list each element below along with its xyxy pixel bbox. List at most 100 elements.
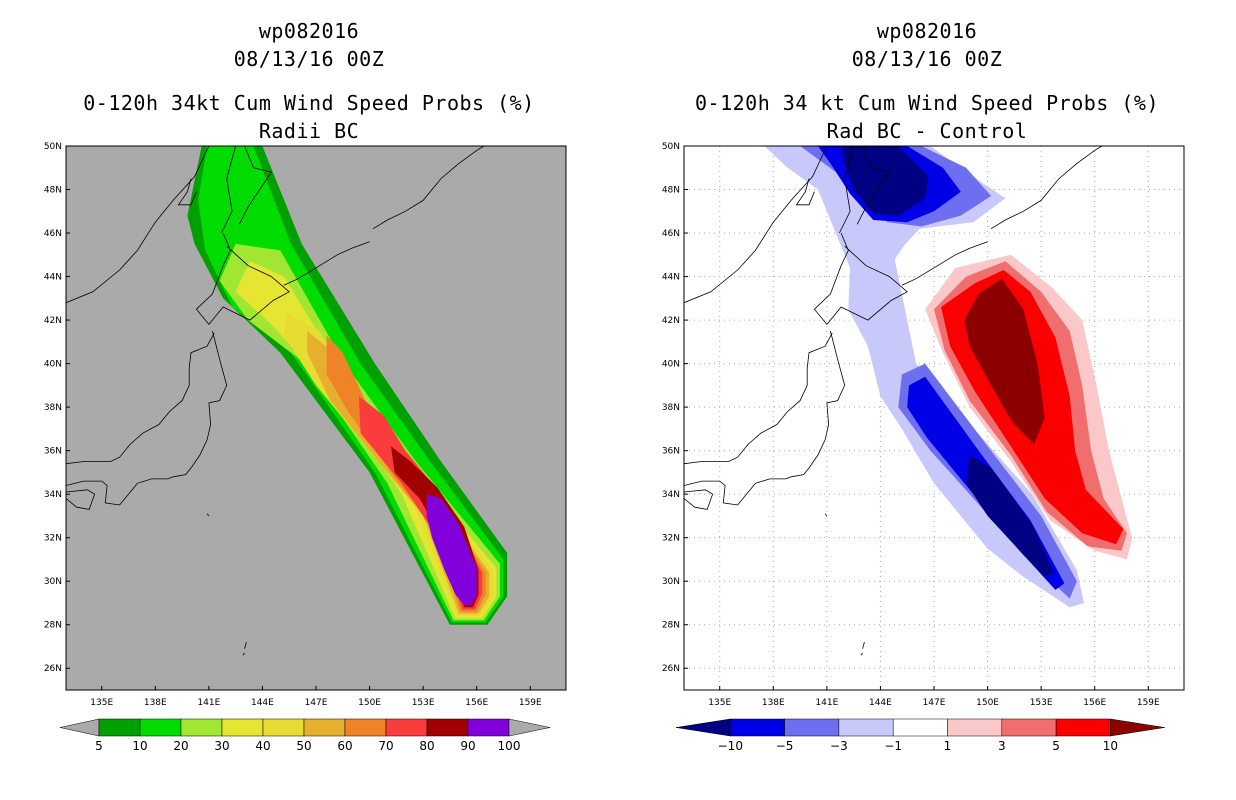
colorbar-swatch [892,718,948,737]
x-tick-label: 144E [869,698,892,708]
y-tick-label: 38N [44,403,62,413]
colorbar-label: −1 [884,739,902,753]
y-tick-label: 50N [662,142,680,152]
colorbar-label: 70 [378,739,393,753]
coastline [206,513,210,517]
x-tick-label: 141E [815,698,838,708]
colorbar-swatch [947,718,1003,737]
colorbar-swatch [1110,718,1165,737]
coastline [824,513,828,517]
x-tick-label: 159E [1137,698,1160,708]
colorbar-label: 10 [132,739,147,753]
colorbar-swatch [385,718,428,737]
coastline [244,641,247,649]
left-datetime: 08/13/16 00Z [233,47,385,71]
coastline [990,146,1103,230]
coastline [684,146,828,304]
coastline [283,241,370,286]
x-tick-label: 156E [1083,698,1106,708]
x-tick-label: 141E [197,698,220,708]
colorbar-swatch [221,718,264,737]
y-tick-label: 40N [662,360,680,370]
y-tick-label: 34N [662,490,680,500]
coastline [862,641,865,649]
coastline [684,330,846,506]
colorbar-swatch [838,718,894,737]
left-chart-subtitle: Radii BC [258,119,360,143]
contour-layer [684,146,1184,690]
y-tick-label: 46N [662,229,680,239]
colorbar-swatch [675,718,731,737]
colorbar-swatch [1055,718,1111,737]
colorbar-label: −10 [718,739,743,753]
right-chart-subtitle: Rad BC - Control [826,119,1028,143]
right-chart-title: 0-120h 34 kt Cum Wind Speed Probs (%) [694,91,1160,115]
colorbar-swatch [303,718,346,737]
y-tick-label: 36N [662,447,680,457]
colorbar-swatch [784,718,840,737]
contour-band-negative-10 [966,455,1054,577]
x-tick-label: 138E [762,698,785,708]
y-tick-label: 28N [662,621,680,631]
coastline [195,232,290,326]
colorbar-swatch [467,718,510,737]
y-tick-label: 40N [44,360,62,370]
coastline [238,146,273,225]
coastline [372,146,485,230]
colorbar-label: −5 [776,739,794,753]
colorbar-label: 100 [498,739,521,753]
colorbar-under-arrow [59,718,100,737]
coastlines [684,146,1103,656]
y-tick-label: 30N [44,577,62,587]
left-map: 135E 138E 141E 144E 147E 150E 153E 156E 159E 26N 2… [44,142,567,753]
colorbar-label: 60 [337,739,352,753]
colorbar-label: 80 [419,739,434,753]
y-tick-label: 42N [662,316,680,326]
colorbar: 5 10 20 30 40 50 60 70 80 90 100 [59,718,551,753]
x-tick-label: 159E [519,698,542,708]
x-tick-label: 156E [465,698,488,708]
right-map: 135E 138E 141E 144E 147E 150E 153E 156E 159E 26N 2… [662,142,1185,753]
contour-band-negative-10 [841,146,929,216]
contour-band-positive-10 [964,278,1045,445]
colorbar-label: 20 [173,739,188,753]
coastline [221,146,236,234]
colorbar-swatch [730,718,785,737]
colorbar-label: 5 [95,739,103,753]
colorbar-label: −3 [830,739,848,753]
x-tick-label: 150E [358,698,381,708]
y-tick-label: 42N [44,316,62,326]
y-tick-label: 44N [662,273,680,283]
colorbar-swatch [180,718,223,737]
y-tick-label: 48N [44,186,62,196]
coastline [856,146,891,225]
x-tick-label: 144E [251,698,274,708]
y-tick-label: 32N [662,534,680,544]
y-tick-label: 26N [44,664,62,674]
coastline [813,232,908,326]
colorbar-label: 30 [214,739,229,753]
colorbar-label: 3 [998,739,1006,753]
coastline [795,178,815,206]
contour-band-90 [426,494,477,606]
colorbar-swatch [1001,718,1057,737]
left-chart-title: 0-120h 34kt Cum Wind Speed Probs (%) [83,91,535,115]
x-tick-label: 135E [90,698,113,708]
coastline [684,489,714,510]
y-tick-label: 30N [662,577,680,587]
left-panel: wp082016 08/13/16 00Z 0-120h 34kt Cum Wi… [44,19,567,753]
y-tick-label: 38N [662,403,680,413]
coastline [901,241,988,286]
x-tick-label: 153E [1030,698,1053,708]
y-tick-label: 44N [44,273,62,283]
left-storm-id: wp082016 [258,19,360,43]
coastline [66,489,96,510]
coastlines [66,146,485,656]
x-tick-label: 147E [305,698,328,708]
coastline [242,652,245,656]
colorbar-swatch [139,718,182,737]
y-tick-label: 26N [662,664,680,674]
coastline [177,178,197,206]
coastline [66,146,210,304]
colorbar-label: 10 [1103,739,1118,753]
